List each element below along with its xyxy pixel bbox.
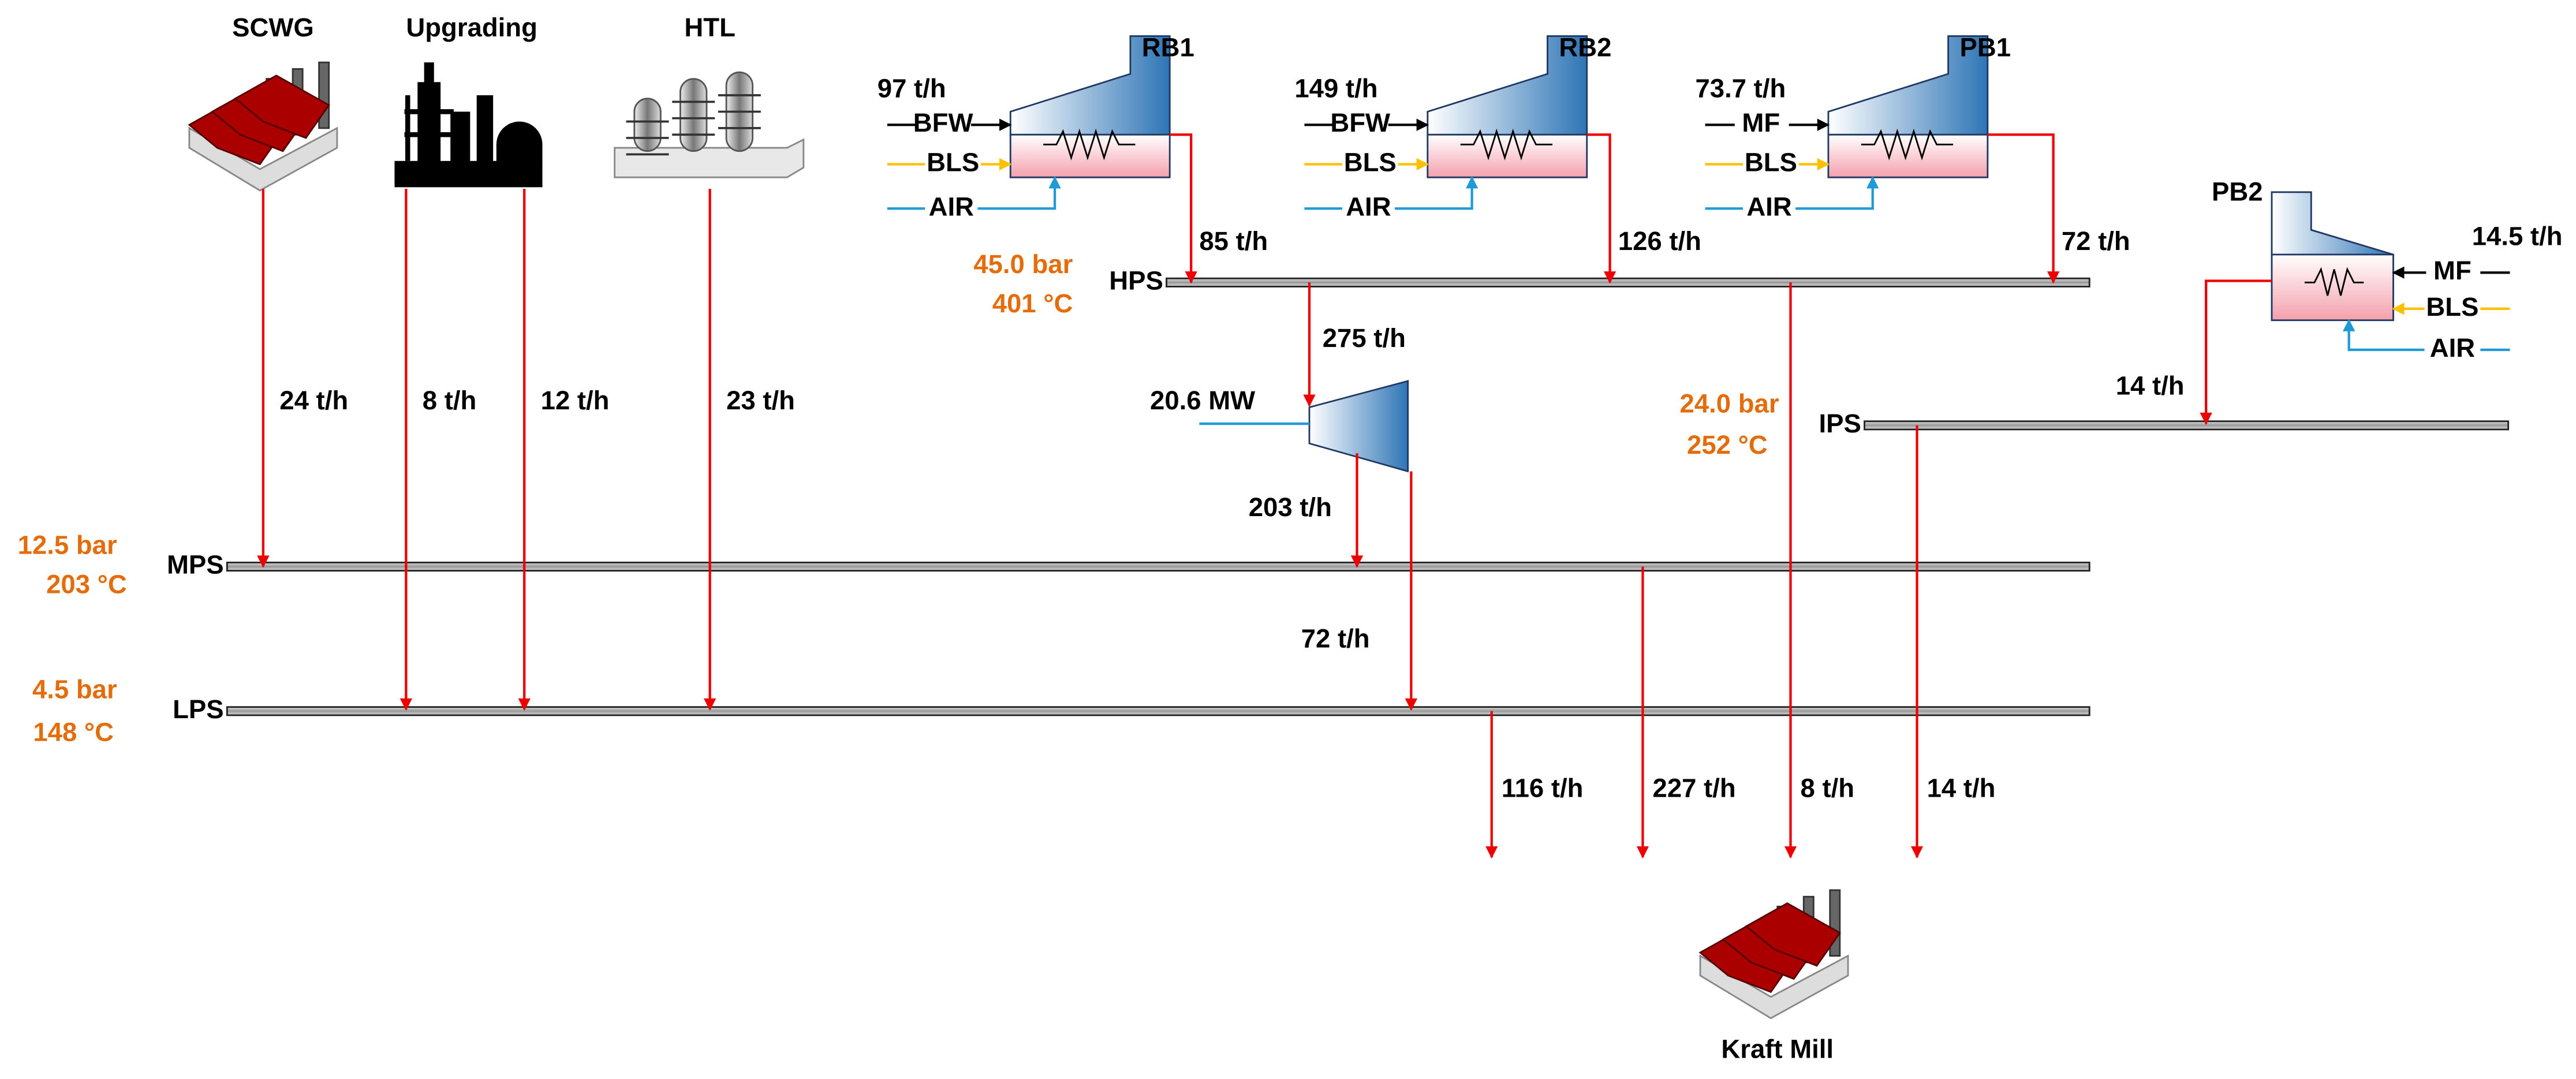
- boiler-furnace-bottom: [1009, 133, 1171, 178]
- header-label: LPS: [173, 695, 224, 724]
- boiler-label: RB2: [1559, 32, 1611, 62]
- factory-roof: [234, 74, 330, 139]
- heat-exchanger: [1861, 128, 1954, 160]
- flow-label: 12 t/h: [541, 386, 610, 415]
- boiler-water-input: MF: [2433, 256, 2472, 285]
- header-label: MPS: [167, 550, 224, 579]
- upgrading-pipe: [404, 95, 454, 161]
- factory-roof: [1745, 902, 1841, 967]
- boiler-feed-flow: 97 t/h: [878, 73, 946, 103]
- flow-label: 116 t/h: [1502, 773, 1584, 802]
- upgrading-shape: [424, 62, 434, 85]
- header-label: HPS: [1109, 266, 1163, 295]
- steam-header: [1166, 277, 2090, 288]
- boiler-furnace-bottom: [2271, 253, 2394, 322]
- stream-line: [2343, 319, 2425, 352]
- boiler-fuel-input: BLS: [1344, 147, 1397, 177]
- flow-label: 275 t/h: [1323, 323, 1406, 353]
- boiler-feed-flow: 73.7 t/h: [1695, 73, 1786, 103]
- boiler-furnace-bottom: [1827, 133, 1989, 178]
- boiler-fuel-input: BLS: [927, 147, 979, 177]
- upgrading-icon: [394, 62, 543, 188]
- flow-label: 8 t/h: [423, 386, 477, 415]
- stream-line: [2200, 279, 2272, 425]
- upgrading-shape: [476, 95, 494, 170]
- header-temperature: 203 °C: [46, 570, 127, 599]
- stream-line: [977, 176, 1061, 210]
- boiler-furnace-bottom: [1427, 133, 1588, 178]
- boiler-feed-flow: 149 t/h: [1294, 73, 1377, 103]
- flow-label: 14 t/h: [1927, 773, 1996, 802]
- flow-label: 203 t/h: [1249, 492, 1332, 522]
- boiler-air-input: AIR: [1346, 192, 1391, 221]
- stream-line: [1586, 133, 1616, 284]
- unit-label: SCWG: [232, 13, 314, 42]
- header-pressure: 12.5 bar: [18, 530, 117, 559]
- flow-label: 227 t/h: [1653, 773, 1736, 802]
- flow-label: 72 t/h: [1301, 623, 1370, 653]
- boiler-air-input: AIR: [929, 192, 974, 221]
- factory-base: [1699, 954, 1849, 1020]
- header-pressure: 45.0 bar: [973, 249, 1073, 279]
- unit-label: Upgrading: [406, 13, 537, 42]
- header-temperature: 148 °C: [33, 718, 114, 747]
- stream-line: [1987, 133, 2060, 284]
- factory-icon: [1698, 889, 1849, 1020]
- boiler-label: RB1: [1142, 32, 1194, 62]
- upgrading-shape: [417, 82, 441, 165]
- stream-line: [1795, 176, 1879, 210]
- flow-label: 8 t/h: [1801, 773, 1855, 802]
- heat-exchanger: [1043, 128, 1136, 160]
- header-temperature: 401 °C: [992, 289, 1073, 318]
- header-temperature: 252 °C: [1687, 430, 1768, 460]
- boiler-label: PB1: [1960, 32, 2011, 62]
- steam-turbine: [1308, 380, 1409, 473]
- boiler-fuel-input: BLS: [2426, 292, 2478, 322]
- heat-exchanger: [1460, 128, 1553, 160]
- heat-exchanger: [2304, 267, 2364, 296]
- stream-line: [1170, 133, 1197, 284]
- htl-vessel: [633, 98, 662, 152]
- flow-label: 24 t/h: [279, 386, 348, 415]
- boiler-air-input: AIR: [1746, 192, 1791, 221]
- header-pressure: 24.0 bar: [1680, 389, 1779, 419]
- htl-rings: [626, 120, 669, 156]
- unit-label: HTL: [684, 13, 735, 42]
- turbine-power: 20.6 MW: [1150, 386, 1255, 415]
- flow-label: 23 t/h: [726, 386, 795, 415]
- header-pressure: 4.5 bar: [32, 675, 117, 704]
- factory-base: [188, 126, 338, 192]
- boiler-furnace-top: [2271, 191, 2394, 256]
- header-label: IPS: [1819, 409, 1861, 438]
- htl-icon: [614, 71, 805, 178]
- htl-slab: [614, 138, 805, 178]
- flow-label: 85 t/h: [1199, 226, 1268, 256]
- boiler-fuel-input: BLS: [1745, 147, 1797, 177]
- upgrading-shape: [496, 144, 543, 168]
- boiler-feed-flow: 14.5 t/h: [2472, 222, 2563, 251]
- boiler-air-input: AIR: [2430, 333, 2475, 363]
- boiler-water-input: BFW: [913, 108, 973, 137]
- flow-label: 126 t/h: [1618, 226, 1701, 256]
- boiler-water-input: BFW: [1330, 108, 1390, 137]
- boiler-water-input: MF: [1742, 108, 1780, 137]
- steam-header: [1864, 420, 2510, 431]
- flow-label: 14 t/h: [2116, 371, 2185, 400]
- boiler-label: PB2: [2212, 177, 2263, 207]
- htl-rings: [718, 94, 761, 129]
- htl-rings: [672, 100, 715, 136]
- flow-label: 72 t/h: [2062, 226, 2130, 256]
- upgrading-shape: [450, 111, 471, 170]
- factory-icon: [188, 61, 338, 192]
- stream-line: [1394, 176, 1479, 210]
- unit-label: Kraft Mill: [1721, 1035, 1834, 1064]
- steam-header: [226, 561, 2090, 572]
- htl-vessel: [680, 78, 708, 152]
- steam-header: [226, 706, 2090, 716]
